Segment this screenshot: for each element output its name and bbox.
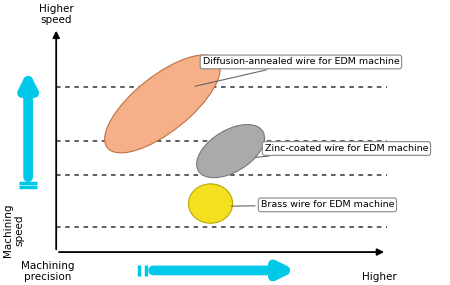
Text: Zinc-coated wire for EDM machine: Zinc-coated wire for EDM machine (256, 144, 428, 157)
Ellipse shape (189, 184, 233, 223)
Text: Brass wire for EDM machine: Brass wire for EDM machine (231, 200, 394, 209)
Text: Diffusion-annealed wire for EDM machine: Diffusion-annealed wire for EDM machine (195, 58, 399, 86)
Text: Machining
speed: Machining speed (3, 203, 25, 256)
Ellipse shape (105, 55, 220, 153)
Text: Machining
precision: Machining precision (22, 260, 75, 282)
Text: Higher: Higher (361, 272, 396, 282)
Ellipse shape (197, 125, 265, 178)
Text: Higher
speed: Higher speed (39, 4, 73, 25)
